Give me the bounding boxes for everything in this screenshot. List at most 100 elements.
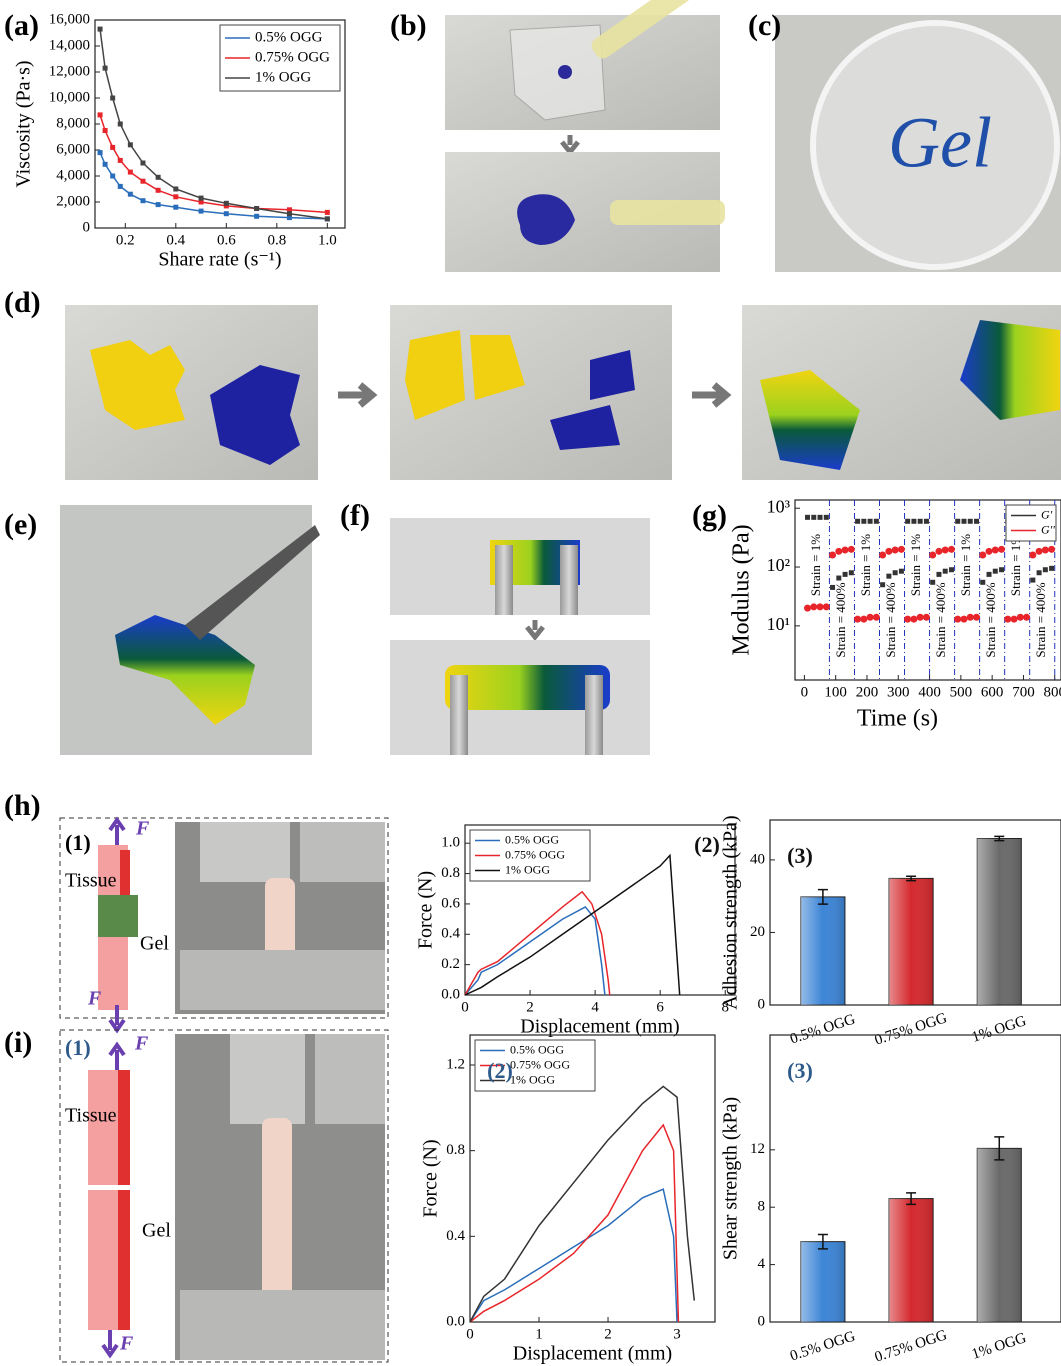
series-line: [470, 1086, 694, 1322]
point: [1043, 567, 1048, 572]
legend-label: 1% OGG: [255, 69, 311, 85]
point: [1037, 570, 1042, 575]
series-line: [470, 1125, 678, 1322]
point: [929, 552, 936, 559]
point: [1017, 614, 1024, 621]
point: [118, 184, 123, 189]
x-tick-label: 1% OGG: [970, 1330, 1029, 1363]
point: [118, 122, 123, 127]
annotation: Strain = 1%: [858, 534, 873, 596]
x-tick-label: 400: [918, 684, 941, 700]
point: [954, 616, 961, 623]
point: [829, 552, 836, 559]
point: [103, 162, 108, 167]
point: [898, 546, 905, 553]
series-line: [465, 892, 610, 995]
y-tick-label: 10¹: [767, 614, 790, 634]
point: [886, 574, 891, 579]
point: [156, 188, 161, 193]
x-tick-label: 2: [526, 999, 534, 1015]
annotation: Strain = 400%: [883, 582, 898, 657]
point: [942, 546, 949, 553]
panel-label: (d): [4, 286, 41, 319]
point: [930, 580, 935, 585]
point: [880, 582, 885, 587]
legend-label: 1% OGG: [505, 862, 550, 876]
point: [103, 66, 108, 71]
y-tick-label: 6,000: [56, 141, 90, 157]
point: [860, 616, 867, 623]
x-tick-label: 0.75% OGG: [873, 1327, 949, 1365]
bar-shine: [889, 878, 933, 1005]
point: [948, 546, 955, 553]
y-tick-label: 0: [758, 996, 766, 1012]
point: [980, 580, 985, 585]
point: [943, 569, 948, 574]
bar-shine: [977, 1148, 1021, 1322]
point: [899, 569, 904, 574]
panel-label: (b): [390, 9, 427, 42]
point: [98, 112, 103, 117]
point: [128, 170, 133, 175]
point: [110, 96, 115, 101]
point: [173, 187, 178, 192]
chart: 02,0004,0006,0008,00010,00012,00014,0001…: [49, 11, 345, 248]
gel-label: Gel: [142, 1220, 171, 1242]
x-tick-label: 0: [801, 684, 809, 700]
annotation: Strain = 1%: [808, 534, 823, 596]
point: [974, 519, 979, 524]
point: [1030, 578, 1035, 583]
force-label: F: [134, 1033, 149, 1055]
y-tick-label: 0.0: [441, 986, 460, 1002]
arrow: [562, 135, 578, 152]
legend-label: 0.5% OGG: [505, 832, 559, 846]
point: [935, 548, 942, 555]
x-axis-label: Time (s): [857, 706, 938, 732]
x-tick-label: 500: [950, 684, 973, 700]
point: [128, 192, 133, 197]
force-label: F: [87, 988, 102, 1010]
x-tick-label: 0.5% OGG: [788, 1011, 857, 1047]
point: [818, 515, 823, 520]
point: [110, 174, 115, 179]
point: [854, 616, 861, 623]
point: [905, 519, 910, 524]
point: [874, 519, 879, 524]
annotation: Strain = 400%: [933, 582, 948, 657]
tissue: [88, 1070, 118, 1185]
point: [917, 614, 924, 621]
x-tick-label: 0.6: [217, 232, 236, 248]
point: [918, 519, 923, 524]
point: [98, 150, 103, 155]
point: [254, 206, 259, 211]
point: [325, 210, 330, 215]
y-tick-label: 20: [750, 924, 765, 940]
point: [868, 519, 873, 524]
y-tick-label: 4,000: [56, 167, 90, 183]
y-tick-label: 16,000: [49, 11, 90, 27]
gel-writing: Gel: [888, 103, 992, 183]
point: [110, 145, 115, 150]
point: [173, 194, 178, 199]
point: [199, 209, 204, 214]
y-tick-label: 0.8: [446, 1142, 465, 1158]
chart: 10¹10²10³0100200300400500600700800Strain…: [767, 496, 1061, 700]
bar-shine: [801, 897, 845, 1005]
point: [924, 519, 929, 524]
point: [804, 605, 811, 612]
panel-label: (g): [692, 499, 727, 532]
point: [805, 515, 810, 520]
point: [1048, 546, 1055, 553]
y-axis-label: Force (N): [415, 871, 437, 949]
x-tick-label: 0: [466, 1326, 474, 1342]
tissue-label: Tissue: [65, 870, 117, 892]
y-tick-label: 0.2: [441, 956, 460, 972]
panel-label: (a): [4, 9, 39, 42]
x-tick-label: 3: [673, 1326, 681, 1342]
chart: 0.00.20.40.60.81.0024680.5% OGG0.75% OGG…: [441, 825, 735, 1015]
gel: [558, 65, 572, 79]
point: [128, 142, 133, 147]
y-tick-label: 12,000: [49, 63, 90, 79]
panel-label: (i): [4, 1026, 32, 1059]
gel-layer: [98, 895, 138, 937]
